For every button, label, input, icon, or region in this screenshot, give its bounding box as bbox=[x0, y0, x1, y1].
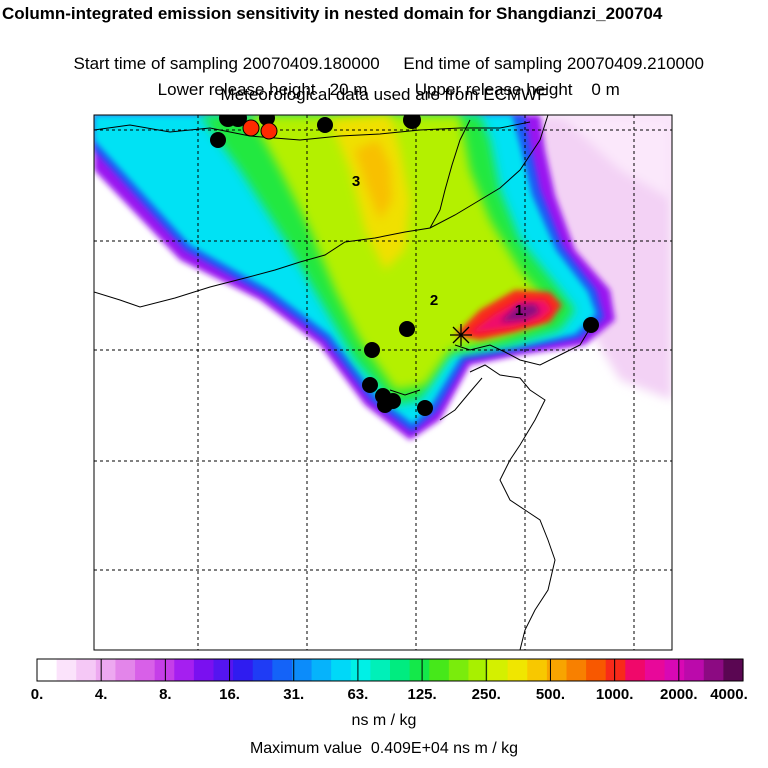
colorbar-swatch bbox=[272, 659, 293, 681]
colorbar-swatch bbox=[605, 659, 626, 681]
region-label-1: 1 bbox=[515, 302, 523, 319]
station-marker bbox=[583, 317, 599, 333]
station-marker bbox=[417, 400, 433, 416]
colorbar-swatch bbox=[76, 659, 97, 681]
colorbar-swatch bbox=[311, 659, 332, 681]
colorbar-swatch bbox=[331, 659, 352, 681]
sampling-time-line: Start time of sampling 20070409.180000 E… bbox=[0, 34, 768, 74]
colorbar-swatch bbox=[135, 659, 156, 681]
colorbar-swatch bbox=[684, 659, 705, 681]
colorbar-swatch bbox=[37, 659, 58, 681]
colorbar-swatch bbox=[291, 659, 313, 681]
colorbar-swatch bbox=[350, 659, 371, 681]
colorbar-swatch bbox=[448, 659, 470, 681]
colorbar-tick-label: 16. bbox=[219, 686, 240, 703]
maximum-value-label: Maximum value 0.409E+04 ns m / kg bbox=[249, 740, 519, 757]
colorbar-swatch bbox=[664, 659, 685, 681]
station-marker bbox=[229, 115, 247, 127]
colorbar-tick-label: 4000. bbox=[710, 686, 748, 703]
colorbar-swatch bbox=[154, 659, 175, 681]
station-marker bbox=[399, 321, 415, 337]
colorbar-swatch bbox=[723, 659, 744, 681]
colorbar-tick-label: 250. bbox=[472, 686, 501, 703]
colorbar-swatch bbox=[703, 659, 724, 681]
colorbar-tick-label: 125. bbox=[407, 686, 436, 703]
end-time-label: End time of sampling 20070409.210000 bbox=[403, 54, 704, 73]
colorbar-units: ns m / kg bbox=[351, 712, 417, 729]
colorbar-swatch bbox=[507, 659, 528, 681]
station-marker bbox=[317, 117, 333, 133]
release-height-line: Lower release height 20 m Upper release … bbox=[0, 60, 768, 100]
colorbar-tick-label: 500. bbox=[536, 686, 565, 703]
colorbar-swatch bbox=[370, 659, 391, 681]
colorbar-tick-label: 2000. bbox=[660, 686, 698, 703]
colorbar-swatch bbox=[546, 659, 568, 681]
lat-lon-grid bbox=[94, 115, 672, 650]
colorbar-tick-labels: 0. 4. 8. 16. 31. 63. 125. 250. 500. 1000. 2000. 400… bbox=[31, 659, 748, 703]
colorbar-frame bbox=[36, 658, 744, 682]
region-label-2: 2 bbox=[430, 292, 438, 309]
colorbar-tick-label: 4. bbox=[95, 686, 108, 703]
colorbar-swatch bbox=[193, 659, 215, 681]
colorbar-swatch bbox=[527, 659, 548, 681]
colorbar-swatch bbox=[488, 659, 509, 681]
colorbar-swatch bbox=[644, 659, 666, 681]
colorbar-swatch bbox=[233, 659, 254, 681]
colorbar-swatch bbox=[95, 659, 117, 681]
coastline-borders bbox=[94, 115, 593, 650]
colorbar-swatch bbox=[429, 659, 450, 681]
station-marker bbox=[364, 342, 380, 358]
colorbar-swatch bbox=[174, 659, 195, 681]
station-marker bbox=[403, 115, 421, 129]
release-site-star bbox=[450, 324, 472, 346]
colorbar-swatch bbox=[566, 659, 587, 681]
region-label-3: 3 bbox=[352, 173, 360, 190]
colorbar-tick-label: 0. bbox=[31, 686, 44, 703]
station-marker-red bbox=[260, 122, 278, 140]
colorbar-swatch bbox=[409, 659, 430, 681]
colorbar-tick-label: 31. bbox=[283, 686, 304, 703]
colorbar-tick-label: 63. bbox=[347, 686, 368, 703]
station-marker bbox=[362, 377, 378, 393]
colorbar-swatch bbox=[213, 659, 234, 681]
colorbar-swatch bbox=[390, 659, 411, 681]
station-markers bbox=[210, 115, 599, 416]
colorbar-swatch bbox=[625, 659, 646, 681]
sensitivity-field bbox=[94, 115, 672, 650]
colorbar bbox=[36, 658, 744, 682]
start-time-label: Start time of sampling 20070409.180000 bbox=[73, 54, 380, 73]
colorbar-swatch bbox=[115, 659, 136, 681]
met-data-label: Meteorological data used are from ECMWF bbox=[220, 85, 548, 104]
map-title: Column-integrated emission sensitivity i… bbox=[2, 4, 663, 23]
colorbar-swatch bbox=[252, 659, 273, 681]
station-marker bbox=[210, 132, 226, 148]
lower-release-height-label: Lower release height 20 m bbox=[157, 80, 368, 99]
colorbar-tick-label: 8. bbox=[159, 686, 172, 703]
upper-release-height-label: Upper release height 0 m bbox=[414, 80, 620, 99]
colorbar-swatch bbox=[56, 659, 77, 681]
colorbar-tick-label: 1000. bbox=[596, 686, 634, 703]
colorbar-swatch bbox=[586, 659, 607, 681]
station-marker bbox=[377, 397, 393, 413]
station-marker-red bbox=[242, 119, 260, 137]
map-frame bbox=[93, 114, 673, 651]
colorbar-swatch bbox=[468, 659, 489, 681]
